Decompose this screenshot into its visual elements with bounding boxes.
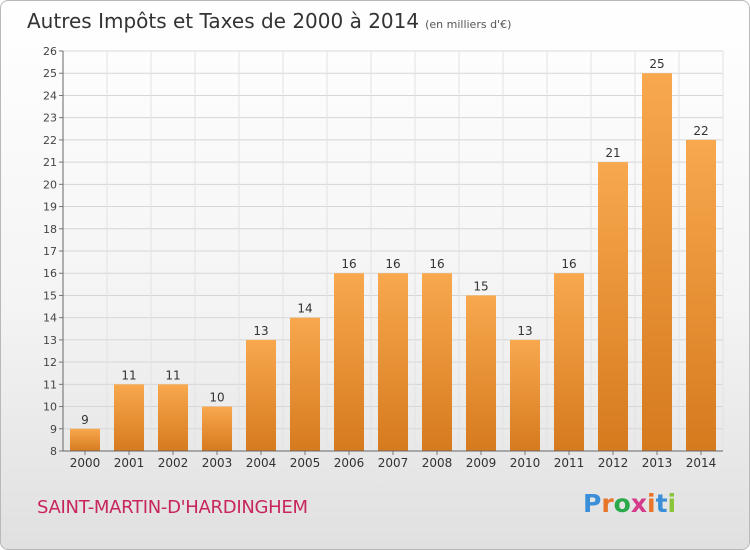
bar-2004 [246,339,276,451]
data-label: 25 [649,57,664,71]
logo-letter: i [667,489,677,518]
data-label: 16 [341,257,356,271]
data-label: 15 [473,279,488,293]
bar-2006 [334,273,364,451]
bar-chart: 9 11 11 10 13 14 16 16 16 15 13 16 21 25 22 8 9 10 11 12 13… [43,45,724,470]
y-tick-label: 24 [43,89,57,102]
data-label: 11 [121,368,136,382]
y-tick-label: 21 [43,156,57,169]
bar-2014 [686,139,716,451]
logo-letter: o [613,489,631,518]
data-label: 14 [297,302,312,316]
chart-unit-note: (en milliers d'€) [425,18,512,31]
x-tick-label: 2010 [510,456,541,470]
y-tick-label: 20 [43,178,57,191]
bar-2009 [466,295,496,451]
data-label: 10 [209,391,224,405]
y-tick-label: 17 [43,245,57,258]
x-tick-label: 2005 [290,456,321,470]
bar-2011 [554,273,584,451]
y-tick-label: 10 [43,401,57,414]
x-tick-label: 2003 [202,456,233,470]
logo-letter: x [630,489,647,518]
data-label: 21 [605,146,620,160]
bar-2002 [158,384,188,451]
bar-2008 [422,273,452,451]
x-tick-label: 2001 [114,456,145,470]
data-label: 22 [693,124,708,138]
bar-2010 [510,339,540,451]
y-tick-label: 23 [43,112,57,125]
chart-title-block: Autres Impôts et Taxes de 2000 à 2014 (en… [27,9,511,33]
bar-2013 [642,73,672,451]
y-tick-label: 26 [43,45,57,58]
data-label: 9 [81,413,89,427]
logo-letter: i [647,489,656,518]
x-tick-label: 2004 [246,456,277,470]
x-tick-label: 2012 [598,456,629,470]
bar-2007 [378,273,408,451]
x-tick-label: 2011 [554,456,585,470]
y-tick-label: 8 [50,445,57,458]
y-tick-label: 16 [43,267,57,280]
data-label: 16 [561,257,576,271]
x-tick-label: 2006 [334,456,365,470]
y-tick-label: 19 [43,201,57,214]
bar-2000 [70,428,100,451]
data-label: 11 [165,368,180,382]
x-tick-label: 2013 [642,456,673,470]
data-label: 16 [429,257,444,271]
proxiti-logo: Proxiti [583,489,676,518]
x-tick-label: 2000 [70,456,101,470]
data-label: 13 [517,324,532,338]
logo-letter: t [655,489,668,518]
y-tick-label: 13 [43,334,57,347]
logo-letter: P [583,489,602,518]
x-tick-label: 2007 [378,456,409,470]
y-tick-label: 22 [43,134,57,147]
logo-letter: r [601,489,614,518]
chart-title: Autres Impôts et Taxes de 2000 à 2014 [27,9,420,33]
bar-2001 [114,384,144,451]
x-tick-label: 2014 [686,456,717,470]
y-tick-label: 11 [43,378,57,391]
bar-2003 [202,406,232,451]
bar-2005 [290,317,320,451]
y-tick-label: 12 [43,356,57,369]
y-tick-label: 18 [43,223,57,236]
x-tick-label: 2009 [466,456,497,470]
y-tick-label: 14 [43,312,57,325]
y-tick-label: 15 [43,289,57,302]
data-label: 16 [385,257,400,271]
x-tick-label: 2002 [158,456,189,470]
y-tick-label: 25 [43,67,57,80]
data-label: 13 [253,324,268,338]
x-tick-label: 2008 [422,456,453,470]
bar-2012 [598,162,628,451]
commune-name: SAINT-MARTIN-D'HARDINGHEM [37,497,308,518]
y-tick-label: 9 [50,423,57,436]
